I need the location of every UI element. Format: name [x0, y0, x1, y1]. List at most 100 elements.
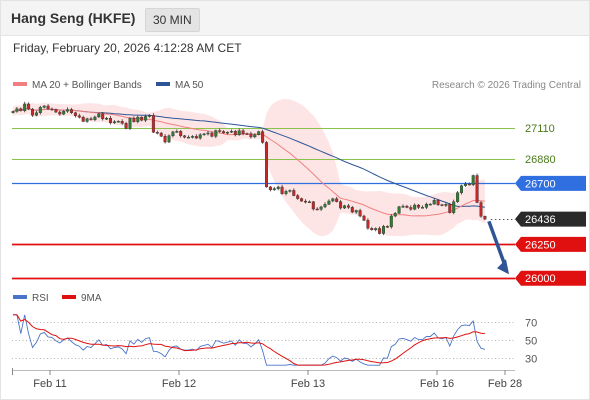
candle: [253, 133, 257, 139]
candle-body: [128, 118, 132, 129]
bollinger-band: [13, 99, 485, 237]
candle: [97, 112, 101, 118]
candle-body: [307, 201, 311, 203]
candle: [101, 111, 105, 121]
candle-body: [190, 136, 194, 138]
candle: [183, 134, 187, 139]
candle: [483, 215, 487, 221]
forecast-arrow-head: [497, 259, 509, 275]
candle-body: [483, 216, 487, 220]
candle-body: [186, 136, 190, 139]
rsi-ma-swatch: [62, 295, 76, 300]
candle: [417, 203, 421, 209]
ma50-swatch: [156, 82, 170, 87]
candle: [296, 194, 300, 200]
candle-body: [448, 204, 452, 213]
candle-body: [229, 130, 233, 133]
candle-body: [218, 130, 222, 132]
level-tag-text: 26700: [525, 178, 556, 190]
candle: [354, 209, 358, 214]
candle-body: [58, 111, 62, 115]
candle: [479, 201, 483, 218]
candle: [471, 174, 475, 187]
legend-rsi-ma-label: 9MA: [81, 293, 102, 304]
candle-body: [440, 204, 444, 206]
candle-body: [23, 103, 27, 111]
chart-header: Hang Seng (HKFE) 30 MIN: [1, 1, 589, 36]
candle-body: [432, 200, 436, 205]
candle: [432, 198, 436, 205]
candle-body: [225, 131, 229, 134]
candle: [405, 204, 409, 209]
candle-body: [428, 203, 432, 206]
candle-body: [304, 200, 308, 203]
candle-body: [38, 107, 42, 113]
candle-body: [401, 205, 405, 208]
candle-body: [463, 183, 467, 186]
legend-ma50-label: MA 50: [175, 80, 204, 91]
ma20-swatch: [13, 82, 27, 87]
candle-body: [475, 175, 479, 203]
candle: [350, 205, 354, 214]
candle-body: [261, 131, 265, 143]
candle-body: [343, 205, 347, 209]
candle: [105, 116, 109, 120]
candle: [385, 225, 389, 228]
level-tag-bg: [515, 175, 586, 191]
candle-body: [54, 109, 58, 113]
candle-body: [66, 109, 70, 112]
candle: [120, 119, 124, 125]
timeframe-button[interactable]: 30 MIN: [145, 8, 200, 32]
level-tag-bg: [515, 236, 586, 252]
candle: [397, 205, 401, 214]
candle-body: [311, 201, 315, 210]
candle: [233, 129, 237, 137]
candle-body: [89, 118, 93, 121]
level-tag-26880: 26880: [525, 154, 556, 166]
candle-body: [362, 215, 366, 221]
candle: [460, 184, 464, 195]
x-tick-label: Feb 28: [488, 378, 522, 390]
candle: [265, 141, 269, 188]
candle-body: [245, 133, 249, 135]
candle: [116, 120, 120, 123]
candle: [73, 111, 77, 118]
instrument-title: Hang Seng (HKFE): [11, 10, 136, 26]
candle: [452, 199, 456, 215]
candle: [31, 108, 35, 117]
level-tag-26436: 26436: [515, 211, 586, 227]
candle: [46, 104, 50, 110]
candle: [339, 200, 343, 210]
candle: [132, 116, 136, 123]
candle-body: [31, 108, 35, 116]
candle-body: [81, 117, 85, 122]
candle: [225, 131, 229, 135]
candle-body: [350, 207, 354, 213]
candle-body: [393, 213, 397, 217]
candle-body: [116, 121, 120, 123]
candle-body: [471, 175, 475, 185]
candle-body: [222, 131, 226, 134]
candle: [38, 105, 42, 115]
candle-body: [417, 204, 421, 208]
candle-body: [413, 204, 417, 210]
credit-text: Research © 2026 Trading Central: [431, 80, 581, 91]
candle-body: [237, 130, 241, 136]
candle: [11, 110, 15, 114]
candle: [229, 129, 233, 133]
ma50-line: [12, 108, 485, 208]
candle: [171, 130, 175, 138]
candle-body: [265, 142, 269, 188]
candle: [401, 204, 405, 209]
candle: [147, 114, 151, 118]
candle: [175, 129, 179, 133]
candle: [124, 121, 128, 130]
candle: [448, 203, 452, 214]
level-tag-bg: [515, 211, 586, 227]
candle: [370, 226, 374, 231]
candle: [77, 113, 81, 119]
candle-body: [179, 131, 183, 137]
candle-body: [46, 105, 50, 110]
candle-body: [136, 116, 140, 122]
candle-body: [50, 108, 54, 111]
